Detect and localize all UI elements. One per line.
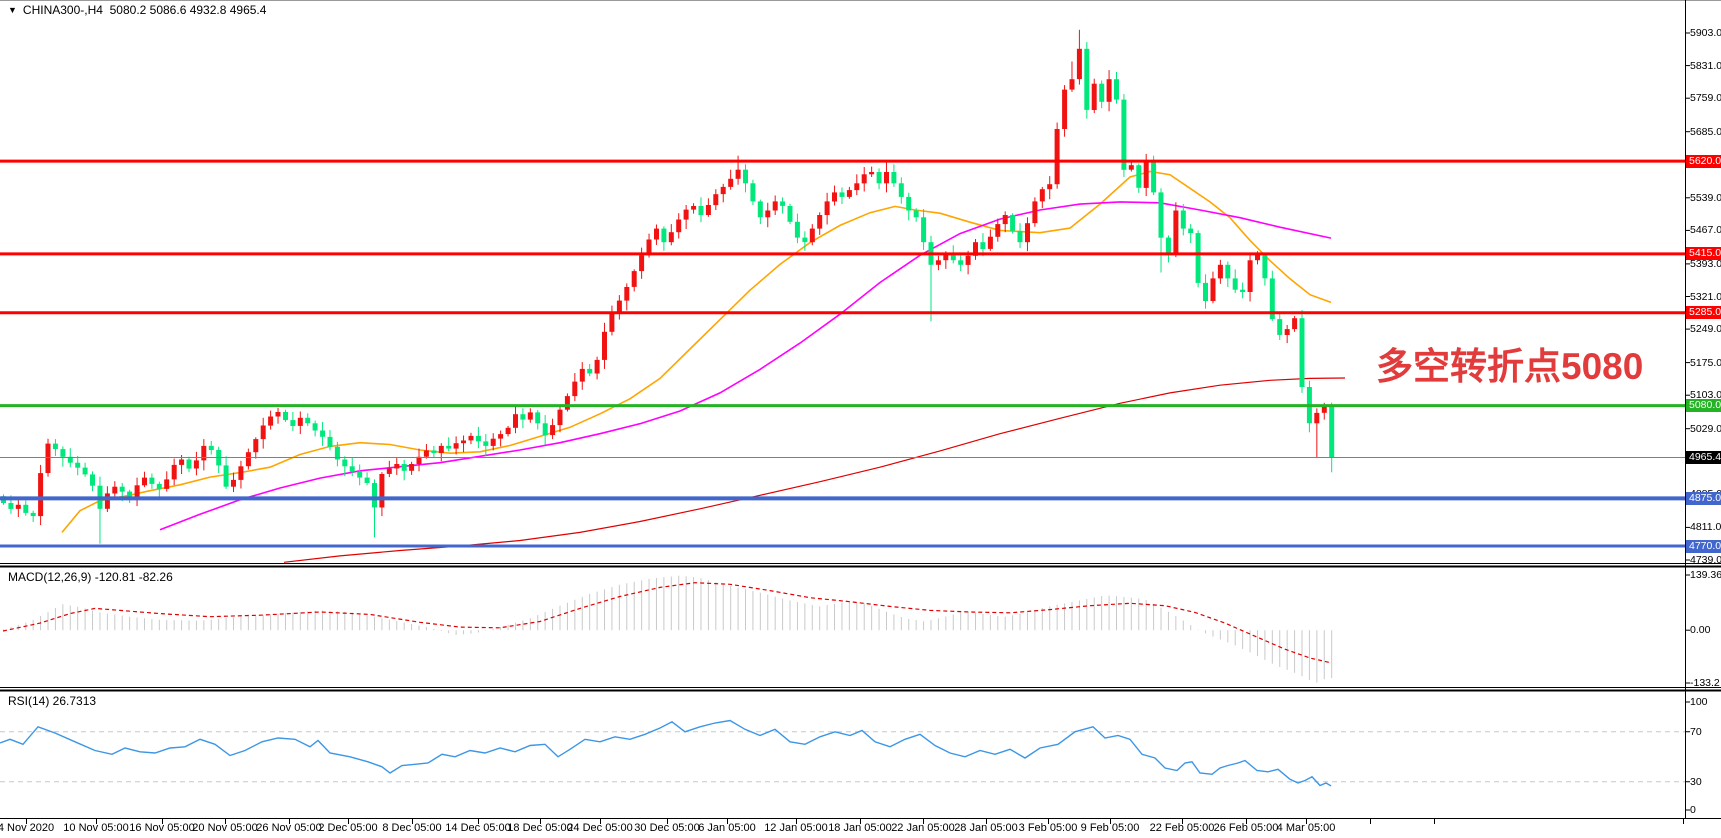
- time-axis-label: 20 Nov 05:00: [192, 822, 258, 834]
- ma-fast-orange: [61, 170, 1332, 533]
- collapse-triangle-icon[interactable]: ▼: [8, 5, 17, 15]
- time-axis-label: 4 Mar 05:00: [1276, 822, 1336, 834]
- time-axis-label: 22 Jan 05:00: [891, 822, 955, 834]
- level-price-badge: 5080.0: [1686, 399, 1721, 413]
- price-tick-label: 5903.0: [1690, 27, 1721, 39]
- chart-title: ▼ CHINA300-,H4 5080.2 5086.6 4932.8 4965.…: [8, 3, 266, 17]
- time-axis-label: 12 Jan 05:00: [764, 822, 828, 834]
- macd-indicator-label: MACD(12,26,9) -120.81 -82.26: [8, 570, 173, 584]
- time-axis-label: 28 Jan 05:00: [954, 822, 1018, 834]
- time-axis-label: 24 Dec 05:00: [567, 822, 633, 834]
- time-axis-label: 18 Dec 05:00: [507, 822, 573, 834]
- moving-averages-layer: [61, 170, 1346, 563]
- time-axis-label: 26 Nov 05:00: [256, 822, 322, 834]
- time-axis-label: 30 Dec 05:00: [634, 822, 700, 834]
- ma-mid-magenta: [159, 201, 1332, 531]
- level-price-badge: 4965.4: [1686, 451, 1721, 464]
- time-axis-label: 18 Jan 05:00: [828, 822, 892, 834]
- rsi-layer: [0, 719, 1685, 787]
- time-axis-label: 3 Feb 05:00: [1018, 822, 1078, 834]
- level-lines-layer: [0, 159, 1685, 548]
- ohlc-values-label: 5080.2 5086.6 4932.8 4965.4: [109, 3, 267, 17]
- price-tick-label: 5831.0: [1690, 59, 1721, 72]
- rsi-tick-label: 0: [1690, 804, 1696, 816]
- rsi-tick-label: 30: [1690, 775, 1702, 788]
- time-axis-label: 14 Dec 05:00: [445, 822, 511, 834]
- price-tick-label: 5393.0: [1690, 257, 1721, 270]
- price-tick-label: 5103.0: [1690, 389, 1721, 402]
- panel-borders-layer: [0, 0, 1721, 819]
- time-axis-label: 2 Dec 05:00: [318, 822, 378, 834]
- level-price-badge: 5415.0: [1686, 247, 1721, 261]
- macd-signal-line: [2, 582, 1332, 664]
- level-price-badge: 5620.0: [1686, 154, 1721, 168]
- macd-layer: [2, 575, 1333, 683]
- price-tick-label: 4739.0: [1690, 554, 1721, 566]
- time-axis-label: 4 Nov 2020: [0, 822, 55, 834]
- price-tick-label: 4811.0: [1690, 521, 1721, 534]
- candles-layer: [1, 29, 1335, 544]
- price-tick-label: 5539.0: [1690, 191, 1721, 204]
- price-tick-label: 5685.0: [1690, 125, 1721, 138]
- time-axis-label: 26 Feb 05:00: [1213, 822, 1279, 834]
- rsi-tick-label: 70: [1690, 725, 1702, 738]
- pivot-annotation-text: 多空转折点5080: [1376, 346, 1644, 387]
- price-tick-label: 5321.0: [1690, 290, 1721, 303]
- time-axis-label: 9 Feb 05:00: [1080, 822, 1140, 834]
- level-price-badge: 4770.0: [1686, 539, 1721, 553]
- price-tick-label: 5175.0: [1690, 356, 1721, 369]
- rsi-line: [0, 719, 1332, 787]
- price-tick-label: 5759.0: [1690, 92, 1721, 105]
- level-price-badge: 5285.0: [1686, 306, 1721, 320]
- rsi-tick-label: 100: [1690, 696, 1708, 708]
- time-axis-label: 10 Nov 05:00: [63, 822, 129, 834]
- price-tick-label: 5029.0: [1690, 422, 1721, 435]
- macd-tick-label: 0.00: [1690, 624, 1711, 637]
- price-tick-label: 5467.0: [1690, 224, 1721, 237]
- time-axis-label: 16 Nov 05:00: [129, 822, 195, 834]
- macd-tick-label: -133.2: [1690, 677, 1720, 689]
- price-tick-label: 5249.0: [1690, 323, 1721, 336]
- symbol-timeframe-label: CHINA300-,H4: [22, 3, 103, 17]
- rsi-indicator-label: RSI(14) 26.7313: [8, 694, 97, 708]
- macd-tick-label: 139.36: [1690, 569, 1721, 581]
- time-axis-label: 8 Dec 05:00: [382, 822, 442, 834]
- level-price-badge: 4875.0: [1686, 491, 1721, 505]
- time-axis-label: 22 Feb 05:00: [1149, 822, 1215, 834]
- axis-ticks-layer: [26, 32, 1690, 824]
- time-axis-label: 6 Jan 05:00: [698, 822, 756, 834]
